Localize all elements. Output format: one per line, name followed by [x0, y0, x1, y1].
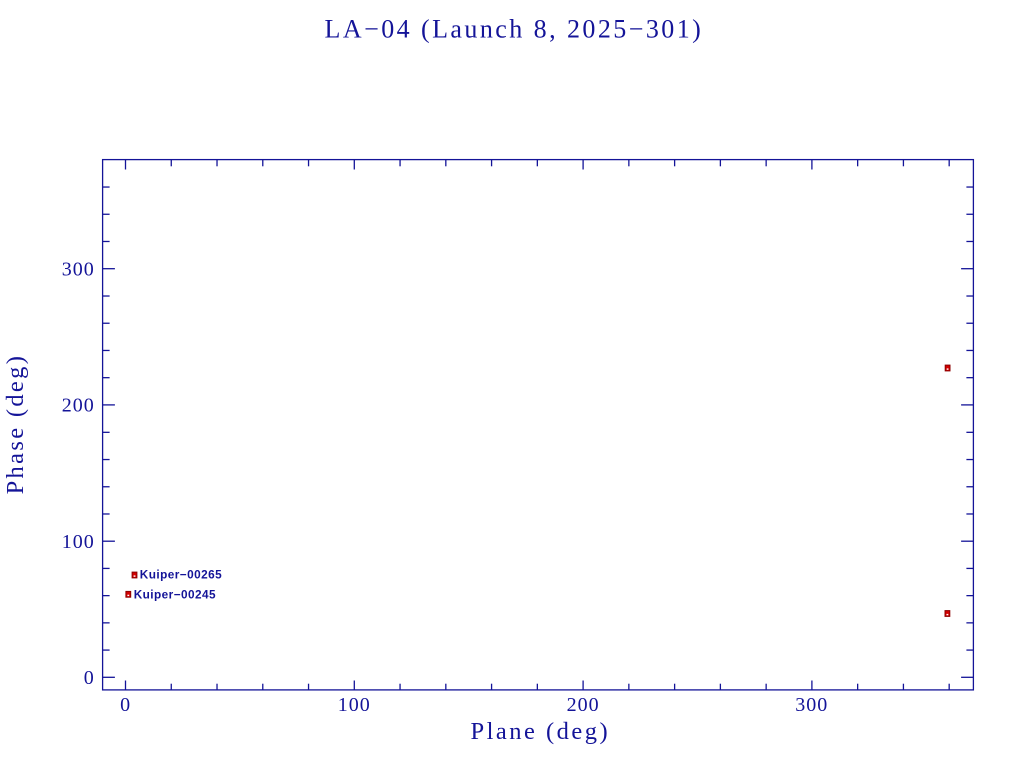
svg-text:Phase (deg): Phase (deg) — [2, 354, 29, 495]
svg-text:100: 100 — [338, 694, 371, 716]
svg-text:Plane (deg): Plane (deg) — [470, 718, 610, 745]
svg-text:300: 300 — [62, 259, 95, 281]
svg-text:300: 300 — [795, 694, 828, 716]
svg-text:0: 0 — [84, 667, 95, 689]
svg-text:200: 200 — [62, 395, 95, 417]
svg-text:100: 100 — [62, 531, 95, 553]
svg-text:0: 0 — [120, 694, 131, 716]
svg-text:200: 200 — [567, 694, 600, 716]
svg-text:Kuiper−00265: Kuiper−00265 — [140, 568, 222, 582]
svg-text:LA−04 (Launch 8, 2025−301): LA−04 (Launch 8, 2025−301) — [325, 15, 704, 44]
svg-text:Kuiper−00245: Kuiper−00245 — [134, 588, 216, 602]
